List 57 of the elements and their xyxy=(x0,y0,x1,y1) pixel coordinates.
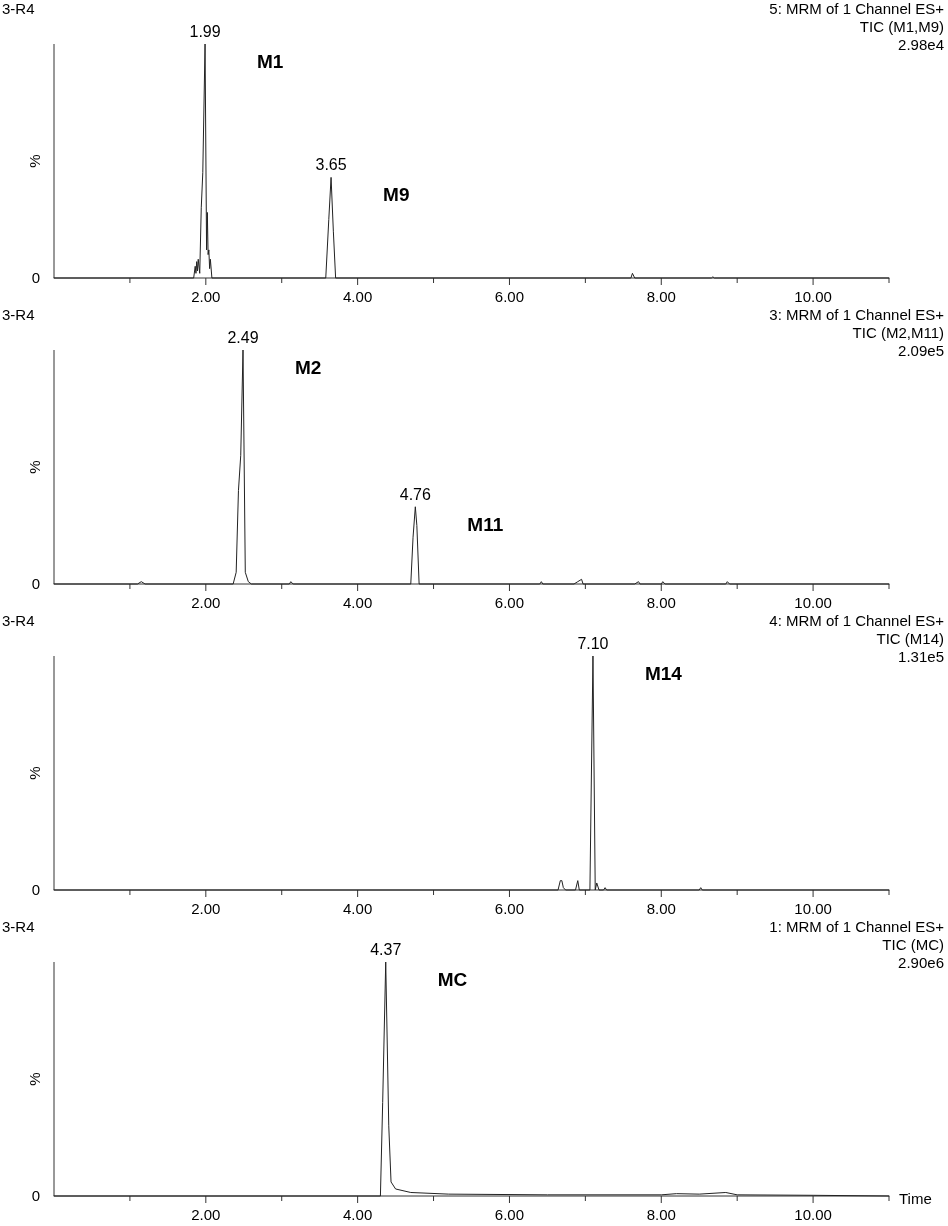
annotation: M1 xyxy=(257,51,284,72)
y-axis-title: % xyxy=(26,1072,43,1086)
annotation: MC xyxy=(437,969,468,990)
annotation: 4.76 xyxy=(399,485,431,503)
x-tick-label: 4.00 xyxy=(343,594,373,611)
x-tick-label: 8.00 xyxy=(646,288,676,305)
x-tick-label: 2.00 xyxy=(191,900,221,917)
x-tick-label: 8.00 xyxy=(646,1206,676,1223)
annotation: 3.65 xyxy=(315,156,347,174)
y-axis-title: % xyxy=(26,154,43,168)
x-tick-label: 10.00 xyxy=(794,900,832,917)
text: 0 xyxy=(31,1187,40,1204)
x-tick-label: 2.00 xyxy=(191,1206,221,1223)
x-tick-label: 2.00 xyxy=(191,288,221,305)
x-tick-label: 4.00 xyxy=(343,288,373,305)
chart-title: 3-R4 xyxy=(2,0,35,17)
chart-title: 3-R4 xyxy=(2,918,35,935)
x-tick-label: 4.00 xyxy=(343,900,373,917)
text: 2.09e5 xyxy=(898,342,944,359)
x-tick-label: 4.00 xyxy=(343,1206,373,1223)
text: 2.90e6 xyxy=(898,954,944,971)
chart-title: 3-R4 xyxy=(2,612,35,629)
y-axis-title: % xyxy=(26,766,43,780)
text: 0 xyxy=(31,575,40,592)
text: TIC (M14) xyxy=(876,630,944,647)
x-tick-label: 6.00 xyxy=(494,288,525,305)
text: 0 xyxy=(31,881,40,898)
x-tick-label: 6.00 xyxy=(494,1206,525,1223)
annotation: M9 xyxy=(383,184,410,206)
annotation: 1.99 xyxy=(189,23,221,40)
annotation: M11 xyxy=(467,513,504,535)
x-axis-title: Time xyxy=(899,1190,932,1207)
x-tick-label: 10.00 xyxy=(794,594,832,611)
x-tick-label: 10.00 xyxy=(794,1206,832,1223)
text: 2.98e4 xyxy=(898,36,944,53)
text: 0 xyxy=(31,269,40,286)
annotation: 4.37 xyxy=(370,941,402,958)
annotation: M14 xyxy=(644,663,683,684)
text: TIC (M2,M11) xyxy=(852,324,944,341)
text: TIC (MC) xyxy=(882,936,944,953)
text: 5: MRM of 1 Channel ES+ xyxy=(769,0,945,17)
annotation: 2.49 xyxy=(227,329,259,346)
chart-title: 3-R4 xyxy=(2,306,35,323)
text: 3: MRM of 1 Channel ES+ xyxy=(769,306,945,323)
x-tick-label: 10.00 xyxy=(794,288,832,305)
x-tick-label: 6.00 xyxy=(494,594,525,611)
x-tick-label: 6.00 xyxy=(494,900,525,917)
text: 4: MRM of 1 Channel ES+ xyxy=(769,612,945,629)
text: 1: MRM of 1 Channel ES+ xyxy=(769,918,945,935)
text: TIC (M1,M9) xyxy=(859,18,944,35)
y-axis-title: % xyxy=(26,460,43,474)
x-tick-label: 8.00 xyxy=(646,900,676,917)
annotation: 7.10 xyxy=(577,635,609,652)
x-tick-label: 8.00 xyxy=(646,594,676,611)
text: 1.31e5 xyxy=(898,648,944,665)
annotation: M2 xyxy=(295,357,322,378)
x-tick-label: 2.00 xyxy=(191,594,221,611)
